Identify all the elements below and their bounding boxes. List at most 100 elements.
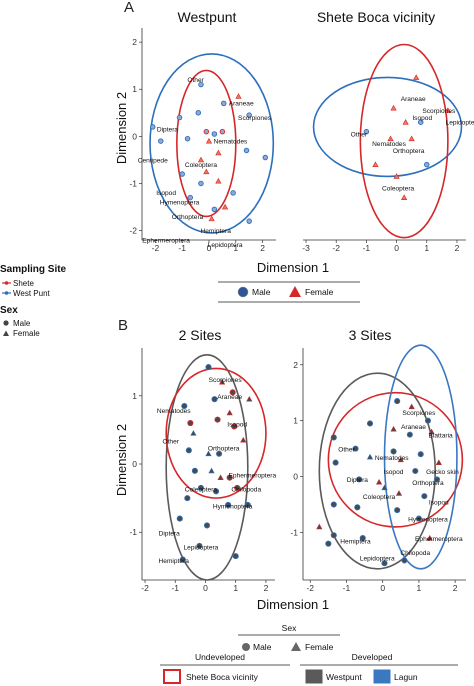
plot-title-a1: Westpunt xyxy=(178,9,237,25)
species-label: Coleoptera xyxy=(185,486,218,493)
legend-sampling-site: Sampling Site Shete West Punt xyxy=(0,264,67,298)
data-point-male xyxy=(381,560,388,567)
y-tick-label: 1 xyxy=(132,391,137,401)
data-point-male xyxy=(244,501,251,508)
y-tick-label: -1 xyxy=(129,178,137,188)
data-point-male xyxy=(187,420,194,427)
data-point-male xyxy=(406,431,413,438)
legend-panel-b: Sex Male Female Undeveloped Developed Sh… xyxy=(160,623,458,684)
x-tick-label: 0 xyxy=(203,583,208,593)
legend-panel-a: Male Female xyxy=(218,281,360,303)
legend-female-label: Female xyxy=(13,329,40,338)
data-point-male xyxy=(191,467,198,474)
species-label: Centipede xyxy=(138,157,168,164)
data-point-male xyxy=(181,402,188,410)
data-point-female xyxy=(226,409,233,416)
data-point-female xyxy=(208,215,215,222)
species-label: Hemiptera xyxy=(159,558,190,565)
data-point-male xyxy=(433,476,441,483)
data-point-female xyxy=(408,403,415,410)
legend-a-female-marker xyxy=(289,286,301,297)
species-label: Isopod xyxy=(429,500,449,507)
data-point-female xyxy=(372,161,379,168)
data-point-male xyxy=(232,553,239,560)
data-point-male xyxy=(213,488,220,495)
y-axis-label-a: Dimension 2 xyxy=(114,92,129,164)
panel-letter-b: B xyxy=(118,317,128,334)
data-point-male xyxy=(363,128,370,135)
data-point-male xyxy=(214,416,221,423)
data-point-male xyxy=(220,100,227,107)
data-point-female xyxy=(217,474,224,481)
data-point-male xyxy=(421,493,428,500)
legend-shete-dot xyxy=(4,281,9,285)
data-point-female xyxy=(221,203,229,210)
data-point-female xyxy=(316,523,323,530)
species-label: Isopod xyxy=(412,115,432,122)
species-label: Gecko skin xyxy=(426,469,459,476)
data-point-female xyxy=(381,484,388,491)
data-point-male xyxy=(229,389,236,396)
species-label: Orthoptera xyxy=(208,445,240,452)
data-point-male xyxy=(226,474,233,481)
species-label: Scorpiones xyxy=(209,377,243,384)
x-tick-label: 1 xyxy=(233,243,238,253)
x-tick-label: 2 xyxy=(260,243,265,253)
data-point-male xyxy=(325,540,332,547)
data-point-male xyxy=(354,504,361,511)
data-point-female xyxy=(215,149,222,156)
data-point-female xyxy=(397,456,404,463)
species-label: Chilopoda xyxy=(231,486,261,493)
data-point-male xyxy=(198,180,204,187)
species-label: Other xyxy=(351,131,368,138)
ellipse-westpunt xyxy=(165,354,249,581)
data-point-female xyxy=(426,534,433,541)
species-label: Other xyxy=(162,439,179,446)
data-point-male xyxy=(417,451,424,458)
species-label: Orthoptera xyxy=(393,148,425,155)
species-label: Araneae xyxy=(401,424,426,431)
data-point-female xyxy=(390,104,397,111)
species-label: Nematodes xyxy=(375,455,409,462)
data-point-male xyxy=(412,467,419,475)
x-tick-label: -2 xyxy=(152,243,160,253)
y-tick-label: 1 xyxy=(132,84,137,94)
data-point-male xyxy=(184,495,191,502)
legend-sampling-site-title: Sampling Site xyxy=(0,264,67,275)
data-point-male xyxy=(197,484,204,491)
species-label: Araneae xyxy=(401,96,426,103)
data-point-female xyxy=(408,135,415,142)
data-point-male xyxy=(149,124,156,130)
species-label: Lepidoptera xyxy=(208,242,243,249)
data-point-male xyxy=(424,161,430,168)
species-label: Ephermeroptera xyxy=(142,237,190,244)
data-point-female xyxy=(215,177,222,184)
ellipse-lagun xyxy=(383,344,458,570)
data-point-male xyxy=(394,398,401,405)
data-point-female xyxy=(428,428,435,435)
data-point-female xyxy=(401,194,408,200)
species-label: Araneae xyxy=(217,394,242,401)
species-label: Hymenoptera xyxy=(213,503,253,510)
data-point-female xyxy=(387,135,394,142)
x-tick-label: 2 xyxy=(453,583,458,593)
data-point-male xyxy=(243,147,250,154)
data-point-male xyxy=(262,154,269,161)
y-tick-label: 0 xyxy=(132,459,137,469)
data-point-male xyxy=(198,81,204,88)
data-point-male xyxy=(352,445,359,452)
legend-sex: Sex Male Female xyxy=(0,305,40,338)
x-tick-label: 0 xyxy=(394,243,399,253)
data-point-male xyxy=(359,535,366,542)
x-axis-label-b: Dimension 1 xyxy=(257,597,329,612)
species-label: Isopod xyxy=(156,190,176,197)
data-point-male xyxy=(415,515,422,522)
x-tick-label: 1 xyxy=(233,583,238,593)
species-label: Diptera xyxy=(159,531,181,538)
data-point-male xyxy=(158,138,164,144)
y-tick-label: 2 xyxy=(293,360,298,370)
data-point-male xyxy=(211,396,218,403)
data-point-male xyxy=(332,459,339,466)
species-label: Nematodes xyxy=(157,408,191,415)
